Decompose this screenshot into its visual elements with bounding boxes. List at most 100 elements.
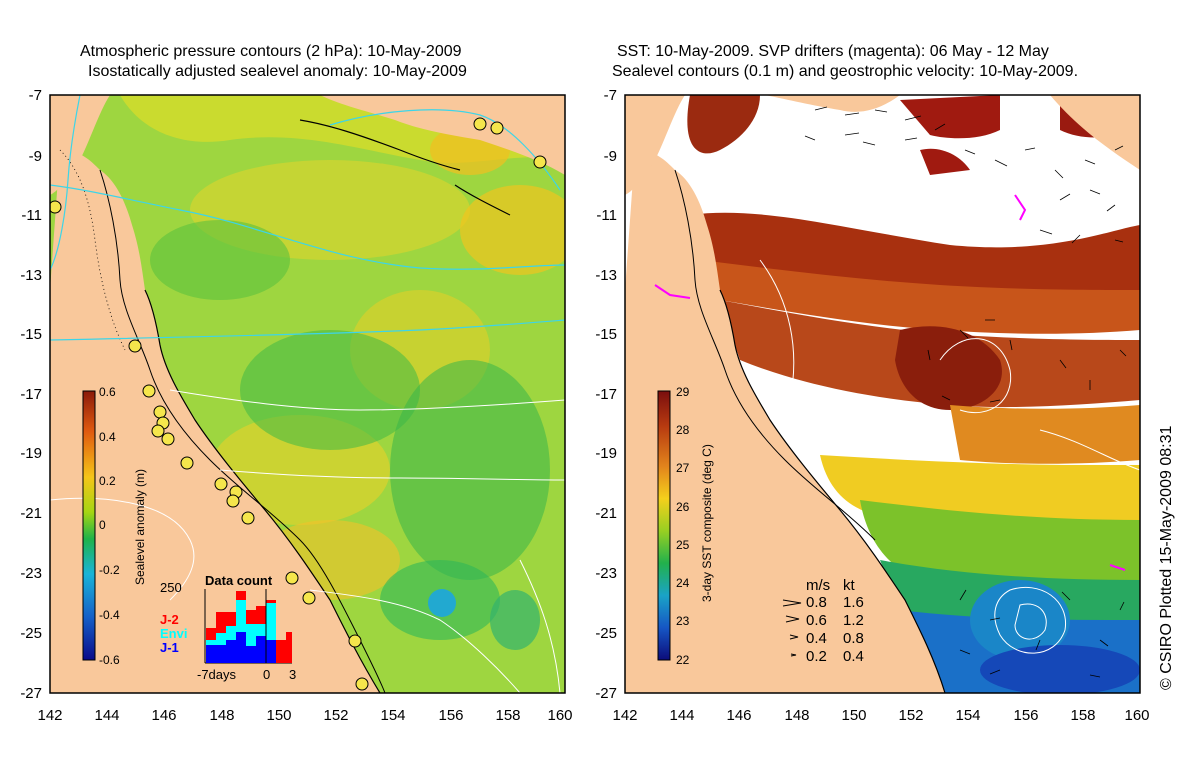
tide-gauge-markers — [50, 117, 547, 691]
svg-text:250: 250 — [160, 580, 182, 595]
svg-text:160: 160 — [1124, 707, 1149, 724]
svg-text:-19: -19 — [20, 445, 42, 462]
svg-text:27: 27 — [676, 461, 690, 475]
svg-text:-23: -23 — [595, 565, 617, 582]
svg-text:0: 0 — [263, 667, 270, 682]
left-x-axis: 142 144 146 148 150 152 154 156 158 160 — [37, 707, 572, 724]
svg-text:24: 24 — [676, 576, 690, 590]
svg-text:-21: -21 — [20, 505, 42, 522]
svg-text:0.2: 0.2 — [99, 474, 116, 488]
svg-text:1.6: 1.6 — [843, 594, 864, 611]
svg-text:144: 144 — [94, 707, 119, 724]
right-map — [625, 95, 1140, 693]
svg-text:-7days: -7days — [197, 667, 237, 682]
svg-text:-11: -11 — [21, 207, 42, 224]
left-land-australia — [50, 150, 380, 693]
svg-text:-25: -25 — [595, 625, 617, 642]
svg-text:142: 142 — [612, 707, 637, 724]
svg-text:0.8: 0.8 — [843, 630, 864, 647]
svg-text:-13: -13 — [20, 267, 42, 284]
right-title-line1: SST: 10-May-2009. SVP drifters (magenta)… — [617, 43, 1049, 60]
svg-text:-27: -27 — [595, 685, 617, 702]
svg-text:150: 150 — [841, 707, 866, 724]
svg-text:146: 146 — [726, 707, 751, 724]
svg-text:Data count: Data count — [205, 573, 273, 588]
left-colorbar-ticks: 0.6 0.4 0.2 0 -0.2 -0.4 -0.6 — [99, 385, 120, 667]
svg-text:0.4: 0.4 — [99, 430, 116, 444]
svg-text:0: 0 — [99, 518, 106, 532]
svg-text:0.4: 0.4 — [806, 630, 827, 647]
svg-text:0.4: 0.4 — [843, 648, 864, 665]
svg-text:152: 152 — [898, 707, 923, 724]
left-land-png — [320, 95, 565, 175]
svg-text:0.6: 0.6 — [99, 385, 116, 399]
left-colorbar-label: Sealevel anomaly (m) — [133, 469, 147, 585]
svg-text:154: 154 — [380, 707, 405, 724]
svg-text:152: 152 — [323, 707, 348, 724]
geostrophic-velocity-arrows — [804, 106, 1127, 678]
left-map — [50, 95, 565, 693]
svg-text:-15: -15 — [595, 326, 617, 343]
right-colorbar-label: 3-day SST composite (deg C) — [700, 444, 714, 602]
svg-text:-27: -27 — [20, 685, 42, 702]
left-title-line2: Isostatically adjusted sealevel anomaly:… — [88, 63, 467, 80]
svg-text:25: 25 — [676, 538, 690, 552]
svg-text:144: 144 — [669, 707, 694, 724]
svg-text:158: 158 — [1070, 707, 1095, 724]
svg-text:-9: -9 — [29, 148, 42, 165]
svg-text:-0.6: -0.6 — [99, 653, 120, 667]
left-y-axis: -7 -9 -11 -13 -15 -17 -19 -21 -23 -25 -2… — [20, 87, 42, 702]
svg-text:-21: -21 — [595, 505, 617, 522]
svg-text:Envi: Envi — [160, 626, 187, 641]
right-x-axis: 142 144 146 148 150 152 154 156 158 160 — [612, 707, 1149, 724]
left-colorbar — [82, 390, 96, 661]
svg-text:-11: -11 — [596, 207, 617, 224]
svg-text:-0.2: -0.2 — [99, 563, 120, 577]
svg-text:29: 29 — [676, 385, 690, 399]
svg-text:160: 160 — [547, 707, 572, 724]
svg-text:156: 156 — [1013, 707, 1038, 724]
svg-text:150: 150 — [266, 707, 291, 724]
svg-text:23: 23 — [676, 614, 690, 628]
svg-text:-19: -19 — [595, 445, 617, 462]
svg-text:-23: -23 — [20, 565, 42, 582]
svg-text:kt: kt — [843, 577, 856, 594]
csiro-credit: © CSIRO Plotted 15-May-2009 08:31 — [1158, 425, 1175, 690]
svg-text:J-2: J-2 — [160, 612, 179, 627]
svg-text:0.8: 0.8 — [806, 594, 827, 611]
svg-text:1.2: 1.2 — [843, 612, 864, 629]
left-title-line1: Atmospheric pressure contours (2 hPa): 1… — [80, 43, 462, 60]
right-y-axis: -7 -9 -11 -13 -15 -17 -19 -21 -23 -25 -2… — [595, 87, 617, 702]
svg-text:148: 148 — [209, 707, 234, 724]
svg-text:-17: -17 — [595, 386, 617, 403]
svg-text:-17: -17 — [20, 386, 42, 403]
svg-text:148: 148 — [784, 707, 809, 724]
svg-text:-15: -15 — [20, 326, 42, 343]
svg-text:146: 146 — [151, 707, 176, 724]
svg-text:154: 154 — [955, 707, 980, 724]
svg-text:3: 3 — [289, 667, 296, 682]
svg-text:-7: -7 — [604, 87, 617, 104]
data-count-chart: Data count 250 J-2 Envi J-1 -7days 0 3 — [160, 573, 296, 682]
svg-text:142: 142 — [37, 707, 62, 724]
svg-text:-25: -25 — [20, 625, 42, 642]
svg-text:158: 158 — [495, 707, 520, 724]
svg-text:m/s: m/s — [806, 577, 830, 594]
svg-text:J-1: J-1 — [160, 640, 179, 655]
svg-text:-7: -7 — [29, 87, 42, 104]
svg-text:-13: -13 — [595, 267, 617, 284]
svg-text:28: 28 — [676, 423, 690, 437]
right-colorbar-ticks: 29 28 27 26 25 24 23 22 — [676, 385, 690, 667]
svg-text:-0.4: -0.4 — [99, 608, 120, 622]
svg-text:156: 156 — [438, 707, 463, 724]
svg-text:22: 22 — [676, 653, 690, 667]
velocity-legend: m/s kt 0.8 1.6 0.6 1.2 0.4 0.8 0.2 0.4 — [782, 577, 864, 665]
svg-text:0.2: 0.2 — [806, 648, 827, 665]
svg-text:0.6: 0.6 — [806, 612, 827, 629]
svg-text:26: 26 — [676, 500, 690, 514]
right-title-line2: Sealevel contours (0.1 m) and geostrophi… — [612, 63, 1079, 80]
svg-text:-9: -9 — [604, 148, 617, 165]
right-land-australia — [625, 150, 945, 693]
right-colorbar — [657, 390, 671, 661]
